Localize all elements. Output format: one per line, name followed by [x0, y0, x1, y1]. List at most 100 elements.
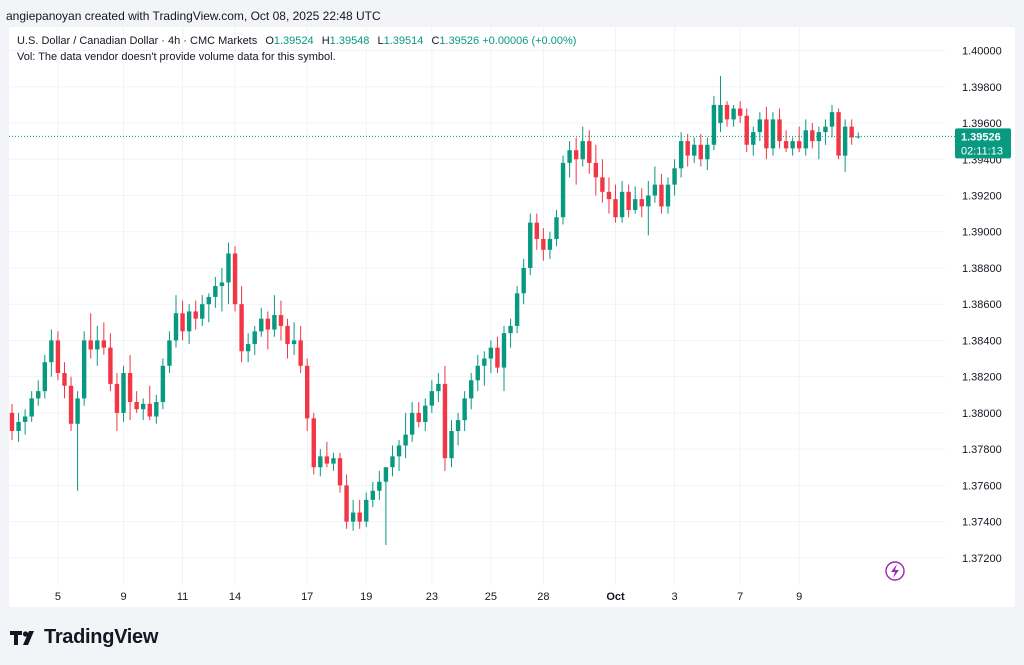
- candle-body: [449, 431, 454, 459]
- candle-body: [770, 119, 776, 149]
- price-tick: 1.39800: [962, 82, 1002, 94]
- candle-body: [619, 191, 625, 218]
- candle: [403, 412, 408, 459]
- candle: [81, 331, 87, 406]
- close-label: C: [431, 35, 440, 47]
- candle: [350, 499, 356, 531]
- tradingview-brand[interactable]: TradingView: [10, 626, 158, 649]
- candle: [777, 108, 782, 149]
- candle: [95, 325, 100, 366]
- change-value: +0.00006 (+0.00%): [482, 35, 577, 47]
- candle: [508, 318, 513, 348]
- candle-body: [68, 385, 74, 424]
- candle: [560, 155, 566, 225]
- candle-body: [803, 130, 808, 149]
- candle-body: [49, 340, 54, 363]
- candle: [42, 354, 47, 399]
- candle: [633, 186, 638, 214]
- candle-body: [508, 325, 513, 334]
- candle-body: [560, 162, 566, 218]
- candle-body: [429, 391, 435, 406]
- candle-body: [764, 119, 769, 149]
- candle-body: [383, 467, 389, 482]
- candle-body: [206, 296, 211, 305]
- candle: [239, 286, 244, 363]
- candle-body: [213, 286, 218, 297]
- candle-body: [646, 195, 651, 207]
- price-axis: 1.37200 1.37400 1.37600 1.37800 1.38000 1.382…: [962, 46, 1002, 565]
- candle: [180, 300, 185, 341]
- candle: [856, 132, 861, 139]
- candle-body: [409, 412, 415, 435]
- time-tick: 9: [120, 591, 126, 603]
- candle: [692, 137, 697, 163]
- time-tick: 9: [796, 591, 802, 603]
- candle: [252, 325, 257, 355]
- open-label: O: [265, 35, 274, 47]
- candle-body: [685, 141, 690, 156]
- price-tick: 1.37800: [962, 444, 1002, 456]
- price-tick: 1.39200: [962, 190, 1002, 202]
- candle: [324, 441, 330, 468]
- lightning-icon[interactable]: [885, 561, 905, 581]
- candle: [337, 452, 343, 493]
- candle-body: [626, 191, 631, 210]
- candle-body: [416, 412, 421, 422]
- candle-body: [724, 104, 730, 120]
- candle: [127, 354, 133, 421]
- candle: [600, 159, 605, 203]
- candle-body: [147, 403, 152, 417]
- candle: [141, 398, 146, 421]
- candle-body: [652, 184, 658, 196]
- candle: [770, 112, 776, 156]
- candle: [797, 126, 802, 153]
- candle-body: [370, 490, 375, 500]
- candle-body: [528, 222, 533, 268]
- candle: [305, 358, 310, 432]
- candle: [482, 351, 487, 386]
- candle-body: [298, 340, 303, 366]
- candle: [311, 412, 316, 475]
- price-tick: 1.37200: [962, 553, 1002, 565]
- price-tick: 1.39600: [962, 118, 1002, 130]
- candle-body: [783, 141, 789, 149]
- candle-body: [613, 199, 618, 218]
- candle: [9, 403, 15, 441]
- candle: [534, 213, 539, 250]
- candle-body: [75, 398, 80, 424]
- candle-body: [364, 499, 369, 522]
- candle-body: [154, 402, 159, 417]
- candle-body: [36, 391, 41, 399]
- last-price-label: 1.39526 02:11:13: [955, 128, 1011, 159]
- candle: [836, 108, 841, 160]
- candle: [226, 242, 231, 305]
- candle-body: [55, 340, 61, 374]
- candle-body: [777, 119, 782, 142]
- candle: [626, 184, 631, 218]
- candle-body: [442, 383, 448, 459]
- candle-body: [318, 456, 323, 468]
- candle-body: [259, 318, 264, 332]
- candle-body: [272, 315, 277, 330]
- candle: [272, 295, 277, 337]
- candle-body: [849, 126, 854, 138]
- candle-body: [633, 199, 638, 210]
- candle: [816, 126, 822, 160]
- candle-body: [495, 347, 500, 368]
- candle: [22, 409, 28, 435]
- bar-countdown: 02:11:13: [961, 145, 1003, 157]
- candle-body: [232, 253, 238, 305]
- candle-body: [593, 162, 599, 178]
- candle: [423, 398, 428, 432]
- symbol-title[interactable]: U.S. Dollar / Canadian Dollar · 4h · CMC…: [17, 35, 258, 47]
- candle: [88, 313, 93, 359]
- candle: [724, 101, 730, 127]
- candle-body: [311, 418, 316, 468]
- candle-body: [534, 222, 539, 239]
- candle: [68, 376, 74, 432]
- candle: [245, 333, 251, 363]
- candle: [390, 445, 395, 477]
- candle-body: [219, 282, 225, 287]
- candle-body: [423, 405, 428, 422]
